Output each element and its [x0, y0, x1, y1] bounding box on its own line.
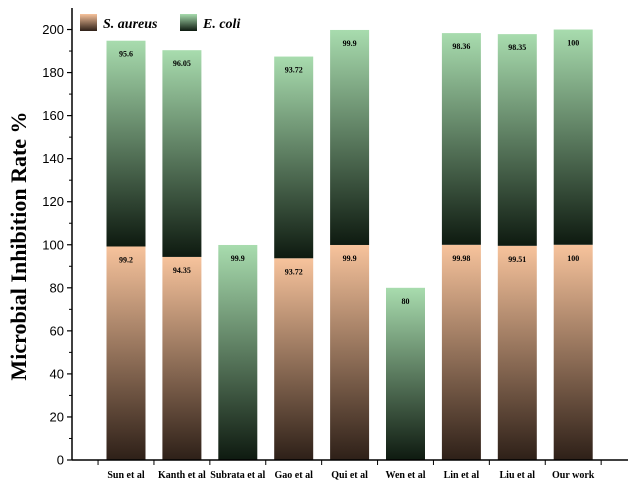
bars-layer: [106, 29, 593, 460]
y-tick-label-9: 180: [42, 65, 64, 80]
value-label-s-aureus-6: 99.98: [452, 254, 470, 263]
y-tick-label-8: 160: [42, 108, 64, 123]
y-tick-label-10: 200: [42, 22, 64, 37]
y-axis-label: Microbial Inhibition Rate %: [6, 111, 31, 380]
legend-swatch-e-coli: [180, 14, 197, 31]
bar-e-coli-8: [553, 29, 593, 245]
x-tick-label-3: Gao et al: [275, 470, 314, 481]
value-label-e-coli-8: 100: [567, 39, 579, 48]
bar-e-coli-4: [330, 29, 370, 245]
bar-e-coli-6: [441, 33, 481, 245]
bar-e-coli-5: [386, 287, 425, 460]
bar-s-aureus-1: [162, 256, 202, 460]
y-tick-label-0: 0: [57, 453, 64, 468]
x-tick-label-0: Sun et al: [107, 470, 144, 481]
bar-s-aureus-6: [441, 244, 481, 460]
y-tick-label-6: 120: [42, 194, 64, 209]
value-label-s-aureus-0: 99.2: [119, 255, 133, 264]
bar-s-aureus-4: [330, 244, 370, 460]
legend-label-s-aureus: S. aureus: [103, 17, 158, 32]
x-tick-label-5: Wen et al: [386, 470, 426, 481]
y-tick-label-5: 100: [42, 237, 64, 252]
bar-e-coli-2: [218, 244, 258, 460]
x-tick-label-7: Liu et al: [500, 470, 536, 481]
value-label-s-aureus-4: 99.9: [343, 254, 357, 263]
y-tick-label-1: 20: [50, 409, 64, 424]
x-tick-label-1: Kanth et al: [158, 470, 206, 481]
bar-s-aureus-7: [497, 245, 537, 460]
axes-layer: 0 20 40 60 80 100 120 140 160 180 200: [42, 8, 628, 468]
y-tick-label-7: 140: [42, 151, 64, 166]
bar-e-coli-1: [162, 50, 202, 257]
value-label-s-aureus-7: 99.51: [508, 255, 526, 264]
x-tick-label-2: Subrata et al: [210, 470, 265, 481]
value-label-e-coli-2: 99.9: [231, 254, 245, 263]
bar-e-coli-7: [497, 34, 537, 246]
x-tick-label-6: Lin et al: [444, 470, 480, 481]
y-tick-label-3: 60: [50, 323, 64, 338]
value-label-e-coli-3: 93.72: [285, 66, 303, 75]
bar-s-aureus-0: [106, 246, 146, 460]
value-label-e-coli-0: 95.6: [119, 50, 133, 59]
bar-s-aureus-3: [274, 258, 314, 460]
labels-layer: 99.2 95.6 Sun et al 94.35 96.05 Kanth et al 99…: [107, 39, 594, 481]
value-label-e-coli-6: 98.36: [452, 42, 470, 51]
bar-e-coli-0: [106, 40, 146, 247]
value-label-e-coli-4: 99.9: [343, 39, 357, 48]
value-label-e-coli-5: 80: [402, 297, 410, 306]
value-label-e-coli-1: 96.05: [173, 59, 191, 68]
y-tick-label-2: 40: [50, 366, 64, 381]
value-label-s-aureus-3: 93.72: [285, 267, 303, 276]
value-label-e-coli-7: 98.35: [508, 43, 526, 52]
y-tick-label-4: 80: [50, 280, 64, 295]
x-tick-label-8: Our work: [552, 470, 595, 481]
value-label-s-aureus-1: 94.35: [173, 266, 191, 275]
legend-swatch-s-aureus: [80, 14, 97, 31]
bar-s-aureus-8: [553, 244, 593, 460]
bar-e-coli-3: [274, 56, 314, 259]
x-tick-label-4: Qui et al: [331, 470, 368, 481]
legend: S. aureus E. coli: [80, 14, 240, 32]
legend-label-e-coli: E. coli: [202, 17, 240, 32]
value-label-s-aureus-8: 100: [567, 254, 579, 263]
